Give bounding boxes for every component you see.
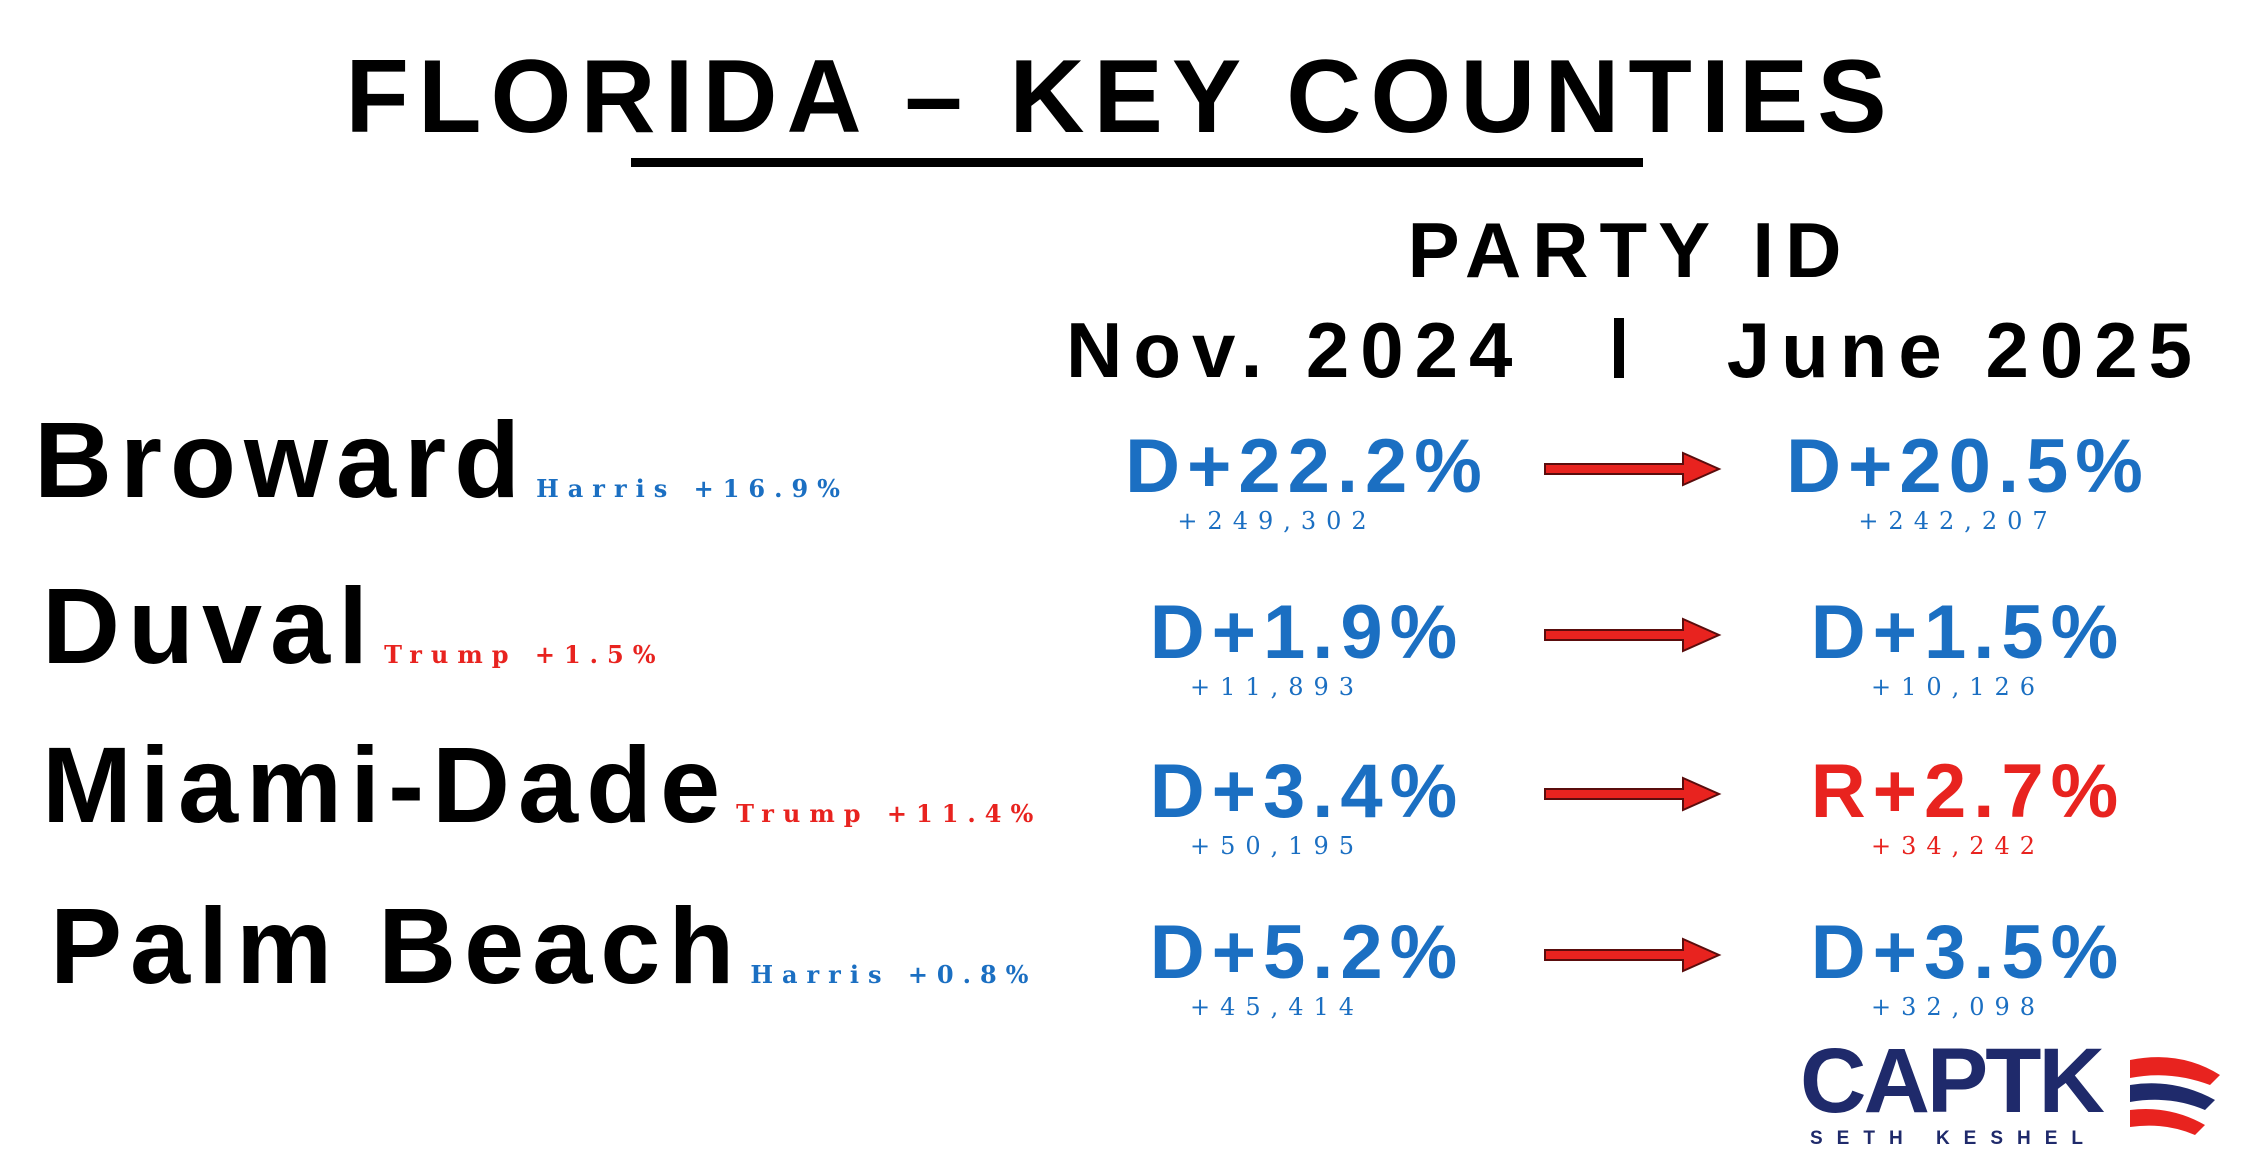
county-row: Miami-Dade Trump +11.4%: [42, 722, 1042, 847]
vote-count: +50,195: [1189, 832, 1365, 860]
county-row: Broward Harris +16.9%: [34, 397, 849, 522]
vote-count: +45,414: [1189, 993, 1365, 1021]
county-name: Broward: [34, 399, 529, 520]
county-name: Duval: [42, 565, 377, 686]
county-name: Miami-Dade: [42, 724, 729, 845]
logo-stripe: [2130, 1057, 2220, 1085]
vote-count: +242,207: [1858, 507, 2058, 535]
vote-count: +11,893: [1189, 673, 1365, 701]
county-row: Duval Trump +1.5%: [42, 563, 665, 688]
arrow-shape: [1544, 451, 1722, 487]
margin: D+3.4%: [1149, 749, 1465, 834]
logo-name: SETH KESHEL: [1810, 1128, 2097, 1149]
title-underline: [631, 158, 1643, 167]
county-name: Palm Beach: [50, 885, 743, 1006]
margin: R+2.7%: [1810, 749, 2126, 834]
column-header: Nov. 2024: [1066, 306, 1524, 394]
arrow-shape: [1544, 776, 1722, 812]
logo-brand: CAPTK: [1800, 1030, 2104, 1132]
logo: CAPTK SETH KESHEL: [1800, 1030, 2220, 1149]
margin: D+1.9%: [1149, 590, 1465, 675]
subtitle: PARTY ID: [1407, 206, 1853, 294]
arrow: [1544, 617, 1722, 653]
arrow: [1544, 937, 1722, 973]
vote-count: +32,098: [1870, 993, 2046, 1021]
arrow: [1544, 776, 1722, 812]
margin: D+3.5%: [1810, 910, 2126, 995]
result-note: Trump +11.4%: [736, 799, 1043, 828]
separator: [1614, 318, 1624, 378]
column-header: June 2025: [1726, 306, 2203, 394]
margin: D+20.5%: [1786, 424, 2150, 509]
logo-stripe: [2130, 1083, 2215, 1110]
vote-count: +249,302: [1177, 507, 1377, 535]
arrow: [1544, 451, 1722, 487]
logo-stripe: [2130, 1109, 2205, 1135]
result-note: Trump +1.5%: [384, 640, 665, 669]
margin: D+22.2%: [1125, 424, 1489, 509]
vote-count: +34,242: [1870, 832, 2046, 860]
result-note: Harris +0.8%: [750, 960, 1038, 989]
vote-count: +10,126: [1870, 673, 2046, 701]
arrow-shape: [1544, 617, 1722, 653]
arrow-shape: [1544, 937, 1722, 973]
county-row: Palm Beach Harris +0.8%: [50, 883, 1037, 1008]
result-note: Harris +16.9%: [536, 474, 849, 503]
margin: D+5.2%: [1149, 910, 1465, 995]
title: FLORIDA – KEY COUNTIES: [345, 39, 1896, 155]
margin: D+1.5%: [1810, 590, 2126, 675]
